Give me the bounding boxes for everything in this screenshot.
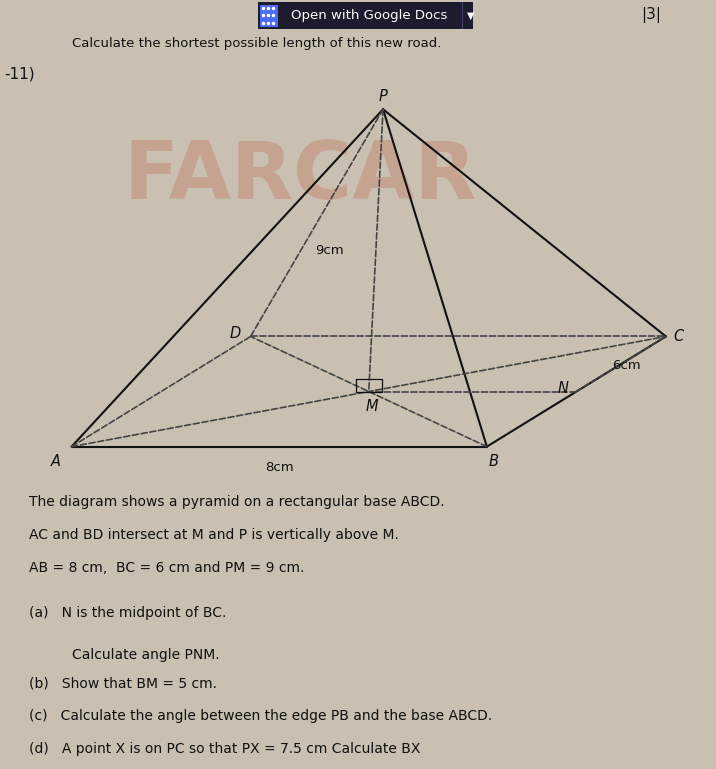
- Text: Calculate angle PNM.: Calculate angle PNM.: [72, 647, 219, 662]
- Text: 6cm: 6cm: [612, 359, 641, 372]
- Text: AC and BD intersect at M and P is vertically above M.: AC and BD intersect at M and P is vertic…: [29, 528, 399, 542]
- FancyBboxPatch shape: [258, 2, 473, 29]
- Text: N: N: [558, 381, 569, 396]
- Text: FARCAR: FARCAR: [124, 138, 478, 216]
- Text: M: M: [366, 399, 379, 414]
- Text: (b)   Show that BM = 5 cm.: (b) Show that BM = 5 cm.: [29, 676, 217, 690]
- Text: 8cm: 8cm: [265, 461, 294, 474]
- Text: (d)   A point X is on PC so that PX = 7.5 cm Calculate BX: (d) A point X is on PC so that PX = 7.5 …: [29, 742, 420, 757]
- Text: (a)   N is the midpoint of BC.: (a) N is the midpoint of BC.: [29, 606, 226, 620]
- Text: B: B: [489, 454, 499, 469]
- FancyBboxPatch shape: [462, 2, 463, 29]
- Text: ▼: ▼: [467, 10, 474, 21]
- Text: D: D: [229, 325, 241, 341]
- FancyBboxPatch shape: [260, 5, 278, 27]
- Text: Open with Google Docs: Open with Google Docs: [291, 9, 447, 22]
- Text: P: P: [379, 89, 387, 105]
- Text: -11): -11): [4, 66, 35, 82]
- Text: AB = 8 cm,  BC = 6 cm and PM = 9 cm.: AB = 8 cm, BC = 6 cm and PM = 9 cm.: [29, 561, 304, 575]
- Text: Calculate the shortest possible length of this new road.: Calculate the shortest possible length o…: [72, 37, 441, 49]
- Text: C: C: [674, 329, 684, 344]
- Text: (c)   Calculate the angle between the edge PB and the base ABCD.: (c) Calculate the angle between the edge…: [29, 709, 492, 723]
- Text: The diagram shows a pyramid on a rectangular base ABCD.: The diagram shows a pyramid on a rectang…: [29, 495, 444, 509]
- Text: |3|: |3|: [642, 8, 662, 23]
- Text: A: A: [51, 454, 61, 469]
- Text: 9cm: 9cm: [315, 244, 344, 257]
